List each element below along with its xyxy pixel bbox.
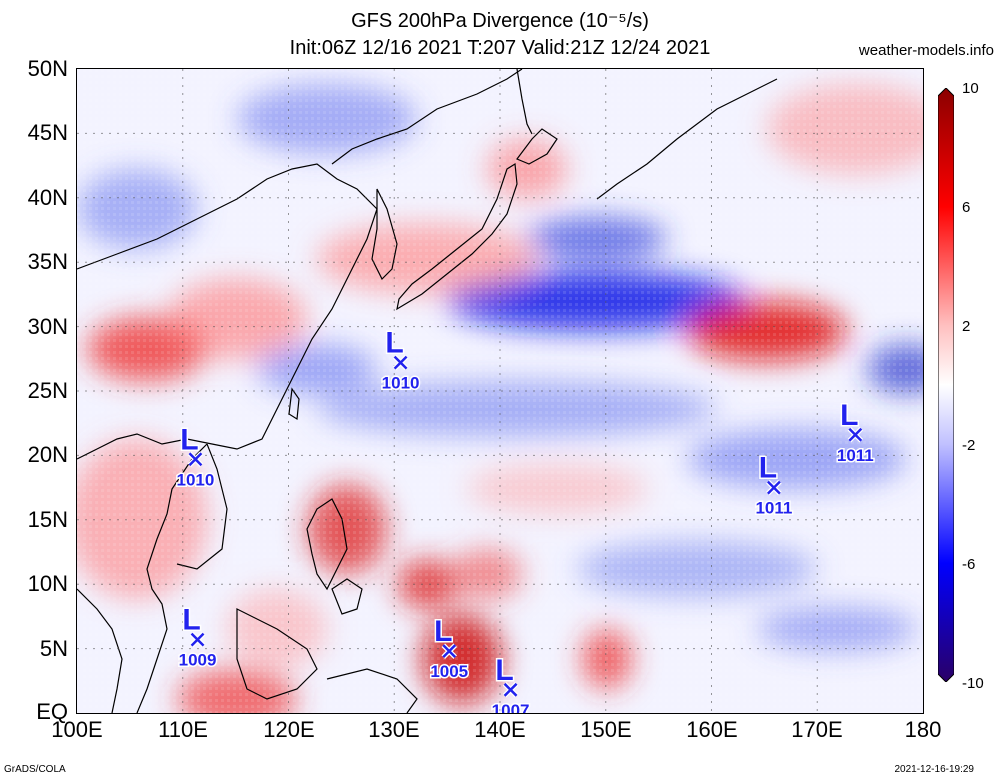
lat-label: 15N: [27, 507, 68, 532]
low-center-mark: [442, 644, 457, 659]
low-letter: L: [434, 615, 452, 648]
low-pressure-label: 1010: [382, 374, 420, 393]
lon-label: 140E: [474, 717, 526, 742]
colorbar-label: 2: [962, 318, 971, 335]
lat-label: 40N: [27, 185, 68, 210]
map-subtitle: Init:06Z 12/16 2021 T:207 Valid:21Z 12/2…: [289, 37, 711, 59]
low-center-mark: [188, 452, 203, 467]
low-center-mark: [503, 682, 518, 697]
generation-timestamp: 2021-12-16-19:29: [894, 764, 974, 775]
lat-label: 45N: [27, 120, 68, 145]
lat-label: 30N: [27, 314, 68, 339]
lon-label: 120E: [263, 717, 315, 742]
graticule: [77, 69, 923, 713]
lon-label: 130E: [368, 717, 420, 742]
lon-label: 150E: [580, 717, 632, 742]
low-center-mark: [393, 355, 408, 370]
low-marker: L 1009: [177, 602, 218, 671]
colorbar-label: 6: [962, 199, 971, 216]
colorbar-label: 10: [962, 80, 979, 97]
lat-label: 50N: [27, 56, 68, 81]
low-marker: L 1010: [380, 325, 421, 394]
low-marker: L 1005: [429, 614, 470, 683]
low-letter: L: [182, 604, 200, 637]
low-center-mark: [767, 480, 781, 495]
low-letter: L: [759, 452, 777, 485]
lon-label: 110E: [158, 717, 208, 742]
low-center-mark: [848, 427, 863, 442]
colorbar-label: -10: [962, 675, 984, 692]
coastlines: [77, 69, 778, 713]
low-letter: L: [840, 399, 858, 432]
low-marker: L 1007: [490, 652, 531, 713]
colorbar-label: -6: [962, 556, 976, 573]
low-pressure-label: 1009: [179, 651, 217, 670]
low-marker: L 1011: [835, 397, 875, 466]
low-pressure-label: 1010: [177, 470, 215, 489]
lon-label: 180: [904, 717, 942, 742]
low-letter: L: [385, 327, 403, 360]
low-center-mark: [190, 632, 205, 647]
site-credit: weather-models.info: [858, 42, 994, 59]
low-pressure-label: 1011: [755, 499, 792, 518]
lon-label: 170E: [791, 717, 843, 742]
low-marker: L 1011: [754, 450, 794, 519]
low-marker: L 1010: [175, 422, 216, 491]
low-pressure-label: 1007: [492, 701, 530, 713]
lat-label: 5N: [39, 636, 68, 661]
lon-label: 160E: [686, 717, 738, 742]
lat-label: 20N: [27, 442, 68, 467]
low-letter: L: [495, 654, 513, 687]
map-title: GFS 200hPa Divergence (10⁻⁵/s): [351, 10, 649, 32]
lat-label: EQ: [36, 699, 68, 724]
lat-label: 35N: [27, 249, 68, 274]
divergence-map: L 1010 L 1010 L 1009 L 1005 L 1007 L 1011 L 1011: [76, 68, 924, 714]
lon-label: 100E: [51, 717, 103, 742]
colorbar: [938, 88, 954, 682]
software-credit: GrADS/COLA: [4, 764, 66, 775]
low-pressure-label: 1011: [837, 446, 874, 465]
low-pressure-markers: L 1010 L 1010 L 1009 L 1005 L 1007 L 1011 L 1011: [175, 325, 875, 713]
low-letter: L: [180, 423, 198, 456]
colorbar-label: -2: [962, 437, 976, 454]
lat-label: 10N: [27, 571, 68, 596]
lat-label: 25N: [27, 378, 68, 403]
low-pressure-label: 1005: [430, 662, 468, 681]
